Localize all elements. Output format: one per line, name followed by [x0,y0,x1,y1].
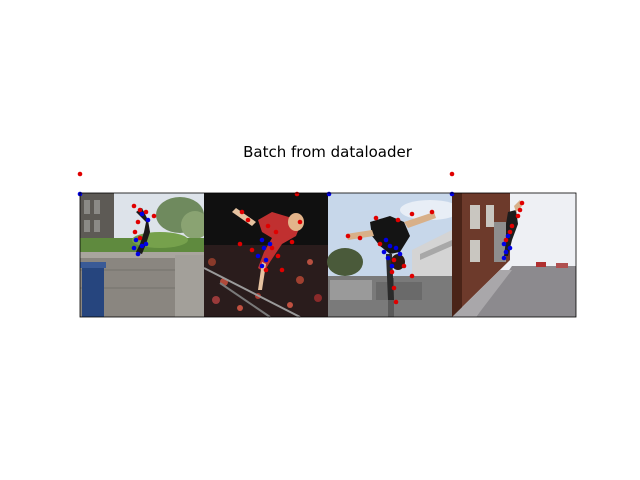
image-border [79,192,577,318]
photo-brick-wall-handstand [452,193,576,317]
photo-rooftop-flip [327,193,460,317]
figure-title: Batch from dataloader [243,143,412,161]
photo-gymnast-uneven-bars [203,193,328,318]
keypoints-red [77,171,525,305]
